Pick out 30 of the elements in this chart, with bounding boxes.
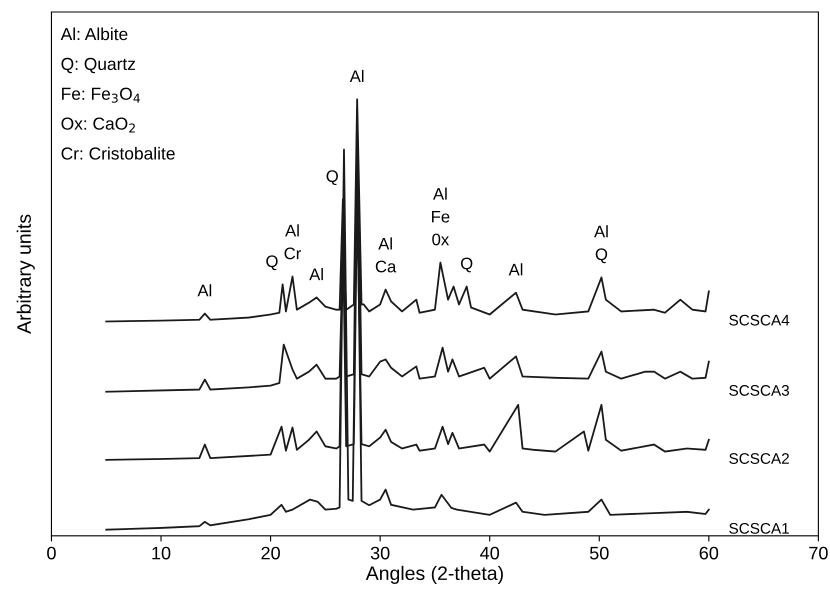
- annotation: Fe: Fe$_{3}$O$_{4}$: [62, 88, 140, 103]
- annotation: Al Ca: [376, 237, 396, 272]
- x-tick-label: 50: [590, 546, 609, 560]
- text: Q: Quartz: [61, 58, 136, 74]
- x-tick-label: 10: [152, 546, 170, 560]
- series-label: SCSCA1: [729, 522, 789, 534]
- series-label: SCSCA3: [729, 385, 790, 396]
- annotation: Al Q: [594, 225, 608, 264]
- x-tick-label: 40: [480, 546, 500, 560]
- series-label: SCSCA2: [729, 453, 789, 464]
- annotation: Al: [197, 284, 212, 296]
- annotation: Al Fe 0x: [432, 188, 450, 246]
- annotation: Q: [266, 255, 278, 270]
- y-axis-title: Arbitrary units: [16, 214, 35, 334]
- annotation: Ox: CaO$_{2}$: [61, 117, 135, 132]
- x-axis-title: Angles (2-theta): [366, 566, 503, 584]
- annotation: Al: [309, 268, 323, 280]
- x-tick-label: 20: [261, 546, 280, 560]
- x-tick-label: 70: [809, 546, 828, 560]
- x-tick-label: 60: [700, 546, 718, 560]
- annotation: Al Cr: [284, 224, 302, 260]
- series-label: SCSCA4: [729, 314, 790, 326]
- annotation: Al: [508, 263, 522, 276]
- annotation: Al: [350, 70, 364, 82]
- x-tick-label: 30: [370, 546, 390, 560]
- text: Al: Albite: [60, 27, 128, 40]
- x-tick-label: 0: [47, 546, 56, 560]
- annotation: Cr: Cristobalite: [62, 146, 175, 160]
- annotation: Q: [461, 258, 472, 272]
- annotation: Q: [326, 170, 338, 186]
